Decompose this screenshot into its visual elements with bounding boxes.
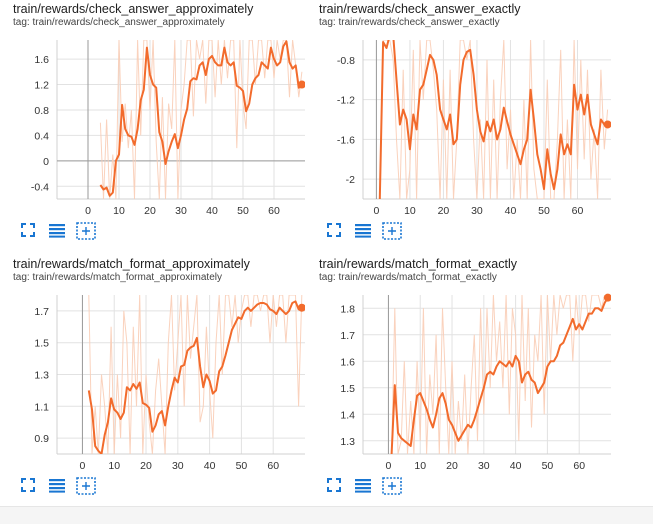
y-tick-label: 0.4 — [34, 130, 49, 142]
y-tick-label: -1.6 — [337, 134, 355, 146]
y-tick-label: 1.5 — [340, 383, 355, 395]
fit-domain-icon[interactable] — [382, 222, 402, 240]
x-tick-label: 60 — [573, 460, 585, 472]
chart-card-check-answer-exactly: train/rewards/check_answer_exactly tag: … — [306, 0, 611, 250]
y-tick-label: 0 — [43, 156, 49, 168]
y-tick-label: 1.2 — [34, 80, 49, 92]
chart-tag: tag: train/rewards/match_format_exactly — [319, 272, 497, 283]
y-tick-label: 1.1 — [34, 401, 49, 413]
chart-tag: tag: train/rewards/match_format_approxim… — [13, 272, 222, 283]
y-tick-label: 1.6 — [34, 54, 49, 66]
chart-title: train/rewards/match_format_exactly — [319, 257, 517, 271]
x-tick-label: 30 — [478, 460, 490, 472]
x-tick-label: 10 — [404, 205, 416, 217]
chart-tag: tag: train/rewards/check_answer_exactly — [319, 17, 500, 28]
series-end-marker — [297, 303, 305, 312]
x-tick-label: 20 — [140, 460, 152, 472]
series-line — [378, 40, 608, 199]
x-tick-label: 0 — [373, 205, 379, 217]
toggle-log-scale-icon[interactable] — [354, 477, 374, 495]
y-tick-label: 0.9 — [34, 433, 49, 445]
fullscreen-icon[interactable] — [326, 222, 346, 240]
fit-domain-icon[interactable] — [76, 222, 96, 240]
plot-area — [87, 295, 303, 454]
raw-series-line — [391, 295, 608, 454]
x-tick-label: 20 — [144, 205, 156, 217]
x-tick-label: 50 — [236, 460, 248, 472]
raw-series-line — [379, 40, 609, 199]
x-tick-label: 60 — [267, 460, 279, 472]
x-tick-label: 30 — [471, 205, 483, 217]
x-tick-label: 50 — [542, 460, 554, 472]
chart-card-match-format-approximately: train/rewards/match_format_approximately… — [0, 255, 305, 505]
y-tick-label: -0.4 — [31, 181, 49, 193]
toggle-log-scale-icon[interactable] — [354, 222, 374, 240]
footer-bar — [0, 506, 653, 524]
x-tick-label: 40 — [510, 460, 522, 472]
fit-domain-icon[interactable] — [382, 477, 402, 495]
toggle-log-scale-icon[interactable] — [48, 477, 68, 495]
fullscreen-icon[interactable] — [20, 222, 40, 240]
fullscreen-icon[interactable] — [326, 477, 346, 495]
x-tick-label: 20 — [438, 205, 450, 217]
x-tick-label: 0 — [386, 460, 392, 472]
y-tick-label: 0.8 — [34, 105, 49, 117]
fullscreen-icon[interactable] — [20, 477, 40, 495]
raw-series-line — [88, 295, 303, 454]
y-tick-label: 1.8 — [340, 303, 355, 315]
x-tick-label: 40 — [204, 460, 216, 472]
fit-domain-icon[interactable] — [76, 477, 96, 495]
chart-title: train/rewards/check_answer_approximately — [13, 2, 254, 16]
x-tick-label: 50 — [237, 205, 249, 217]
series-end-marker — [603, 120, 611, 129]
y-tick-label: 1.3 — [34, 370, 49, 382]
series-line — [99, 40, 303, 197]
plot-area — [378, 40, 609, 199]
x-tick-label: 50 — [538, 205, 550, 217]
plot-area — [99, 40, 303, 199]
chart-title: train/rewards/check_answer_exactly — [319, 2, 521, 16]
x-tick-label: 30 — [175, 205, 187, 217]
y-tick-label: -1.2 — [337, 95, 355, 107]
chart-plot[interactable]: 0 10 20 30 40 50 60 0.9 1.1 1.3 1.5 1.7 — [0, 255, 305, 477]
y-tick-label: 1.7 — [340, 330, 355, 342]
chart-card-check-answer-approximately: train/rewards/check_answer_approximately… — [0, 0, 305, 250]
plot-area — [390, 295, 609, 454]
chart-title: train/rewards/match_format_approximately — [13, 257, 250, 271]
series-line — [87, 300, 303, 454]
x-tick-label: 40 — [206, 205, 218, 217]
x-tick-label: 40 — [505, 205, 517, 217]
x-tick-label: 60 — [268, 205, 280, 217]
x-tick-label: 60 — [572, 205, 584, 217]
chart-plot[interactable]: 0 10 20 30 40 50 60 -2 -1.6 -1.2 -0.8 — [306, 0, 611, 222]
chart-tag: tag: train/rewards/check_answer_approxim… — [13, 17, 225, 28]
y-tick-label: 1.4 — [340, 409, 355, 421]
chart-plot[interactable]: 0 10 20 30 40 50 60 -0.4 0 0.4 0.8 1.2 1.6 — [0, 0, 305, 222]
y-tick-label: -0.8 — [337, 55, 355, 67]
x-tick-label: 20 — [446, 460, 458, 472]
series-end-marker — [603, 293, 611, 302]
raw-series-line — [99, 40, 303, 199]
series-end-marker — [297, 80, 305, 89]
x-tick-label: 10 — [113, 205, 125, 217]
chart-plot[interactable]: 0 10 20 30 40 50 60 1.3 1.4 1.5 1.6 1.7 1.8 — [306, 255, 611, 477]
toggle-log-scale-icon[interactable] — [48, 222, 68, 240]
y-tick-label: 1.3 — [340, 436, 355, 448]
y-tick-label: 1.7 — [34, 306, 49, 318]
x-tick-label: 10 — [108, 460, 120, 472]
series-line — [390, 297, 609, 454]
x-tick-label: 0 — [80, 460, 86, 472]
x-tick-label: 0 — [85, 205, 91, 217]
chart-card-match-format-exactly: train/rewards/match_format_exactly tag: … — [306, 255, 611, 505]
x-tick-label: 30 — [172, 460, 184, 472]
y-tick-label: 1.5 — [34, 338, 49, 350]
x-tick-label: 10 — [414, 460, 426, 472]
y-tick-label: 1.6 — [340, 356, 355, 368]
y-tick-label: -2 — [346, 174, 355, 186]
